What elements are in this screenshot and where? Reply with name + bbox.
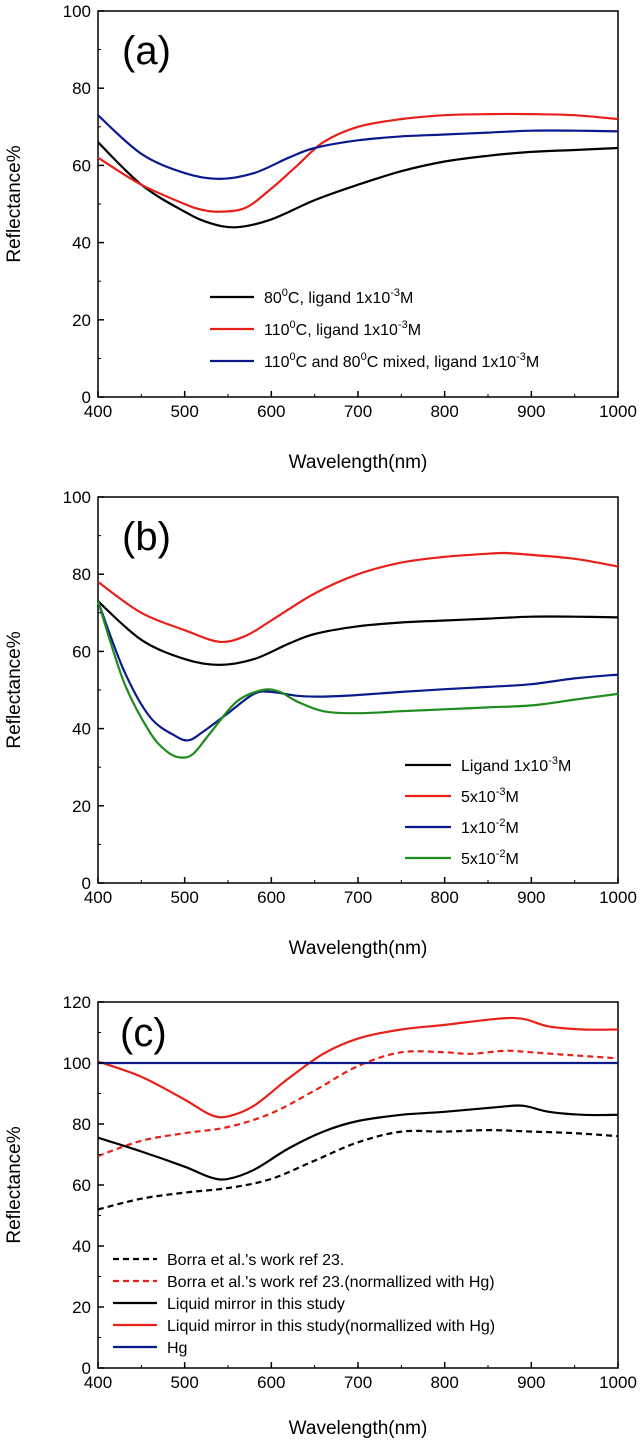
x-tick-label: 900: [517, 888, 545, 907]
series-line-2: [97, 1049, 619, 1158]
y-tick-label: 60: [72, 642, 91, 661]
legend-label-2: 5x10-3M: [461, 786, 519, 806]
chart-panel-b: (b) 400 500 600 700 800 900 1000 0 20 40 60 80 100 L…: [4, 488, 637, 959]
tick-layer: 400 500 600 700 800 900 1000 0 20 40 60 80 100 120: [63, 993, 637, 1392]
chart-panel-c: (c) 400 500 600 700 800 900 1000 0 20 40 60 80 100 12…: [4, 993, 637, 1439]
x-tick-label: 1000: [599, 1373, 637, 1392]
legend-label-3: 1100C and 800C mixed, ligand 1x10-3M: [264, 351, 539, 371]
x-tick-label: 800: [430, 1373, 458, 1392]
y-tick-label: 100: [63, 2, 91, 21]
legend-label-2: Borra et al.'s work ref 23.(normallized …: [167, 1274, 495, 1291]
x-tick-label: 400: [84, 402, 112, 421]
x-axis-title: Wavelength(nm): [289, 938, 428, 959]
legend: Borra et al.'s work ref 23. Borra et al.'…: [113, 1252, 495, 1357]
series-line-2: [97, 551, 619, 644]
legend-label-2: 1100C, ligand 1x10-3M: [264, 319, 421, 339]
x-tick-label: 500: [170, 888, 198, 907]
panel-label: (a): [122, 29, 171, 73]
tick-layer: 400 500 600 700 800 900 1000 0 20 40 60 80 100: [63, 2, 637, 421]
y-tick-label: 80: [72, 1115, 91, 1134]
x-tick-label: 1000: [599, 888, 637, 907]
y-tick-label: 0: [82, 874, 91, 893]
legend-label-1: Borra et al.'s work ref 23.: [167, 1252, 344, 1269]
y-tick-label: 120: [63, 993, 91, 1012]
y-tick-label: 0: [82, 1359, 91, 1378]
x-tick-label: 700: [344, 1373, 372, 1392]
x-tick-label: 600: [257, 402, 285, 421]
series-layer: [96, 551, 619, 759]
x-tick-label: 500: [170, 402, 198, 421]
x-tick-label: 800: [430, 402, 458, 421]
panel-label: (b): [122, 515, 171, 559]
series-line-3: [97, 1104, 619, 1181]
x-tick-label: 700: [344, 402, 372, 421]
y-tick-label: 60: [72, 156, 91, 175]
legend-label-5: Hg: [167, 1340, 187, 1357]
y-tick-label: 80: [72, 79, 91, 98]
series-line-1: [97, 600, 619, 666]
x-tick-label: 900: [517, 1373, 545, 1392]
x-tick-label: 400: [84, 888, 112, 907]
plot-frame: [97, 1001, 619, 1369]
legend-label-1: Ligand 1x10-3M: [461, 755, 571, 775]
series-layer: [97, 112, 619, 229]
x-tick-label: 600: [257, 888, 285, 907]
y-tick-label: 20: [72, 1298, 91, 1317]
series-line-3: [97, 114, 619, 180]
y-tick-label: 40: [72, 720, 91, 739]
series-line-2: [97, 112, 619, 213]
x-axis-title: Wavelength(nm): [289, 1418, 428, 1439]
y-tick-label: 60: [72, 1176, 91, 1195]
x-tick-label: 500: [170, 1373, 198, 1392]
x-axis-title: Wavelength(nm): [289, 452, 428, 473]
y-tick-label: 40: [72, 234, 91, 253]
legend: 800C, ligand 1x10-3M 1100C, ligand 1x10-3…: [210, 287, 539, 371]
y-tick-label: 100: [63, 488, 91, 507]
legend-label-3: Liquid mirror in this study: [167, 1296, 345, 1313]
legend-label-1: 800C, ligand 1x10-3M: [264, 287, 413, 307]
x-tick-label: 800: [430, 888, 458, 907]
x-tick-label: 400: [84, 1373, 112, 1392]
series-line-3: [96, 600, 619, 742]
series-line-1: [97, 141, 619, 229]
legend-label-3: 1x10-2M: [461, 817, 519, 837]
series-layer: [97, 1016, 619, 1211]
legend-label-4: Liquid mirror in this study(normallized …: [167, 1318, 495, 1335]
x-tick-label: 700: [344, 888, 372, 907]
plot-frame: [97, 10, 619, 398]
y-tick-label: 40: [72, 1237, 91, 1256]
x-tick-label: 900: [517, 402, 545, 421]
tick-layer: 400 500 600 700 800 900 1000 0 20 40 60 80 100: [63, 488, 637, 907]
y-tick-label: 100: [63, 1054, 91, 1073]
legend: Ligand 1x10-3M 5x10-3M 1x10-2M 5x10-2M: [405, 755, 571, 868]
x-tick-label: 1000: [599, 402, 637, 421]
y-axis-title: Reflectance%: [4, 631, 25, 748]
y-tick-label: 20: [72, 797, 91, 816]
y-tick-label: 80: [72, 565, 91, 584]
series-line-1: [97, 1129, 619, 1211]
y-axis-title: Reflectance%: [4, 1126, 25, 1243]
x-tick-label: 600: [257, 1373, 285, 1392]
legend-label-4: 5x10-2M: [461, 848, 519, 868]
panel-label: (c): [120, 1011, 167, 1055]
y-axis-title: Reflectance%: [4, 145, 25, 262]
y-tick-label: 0: [82, 388, 91, 407]
chart-panel-a: (a) 400 500 600 700 800 900 1000 0 20 40 60 80 100 8…: [4, 2, 637, 473]
series-line-4: [96, 600, 619, 759]
y-tick-label: 20: [72, 311, 91, 330]
series-line-4: [97, 1016, 619, 1119]
